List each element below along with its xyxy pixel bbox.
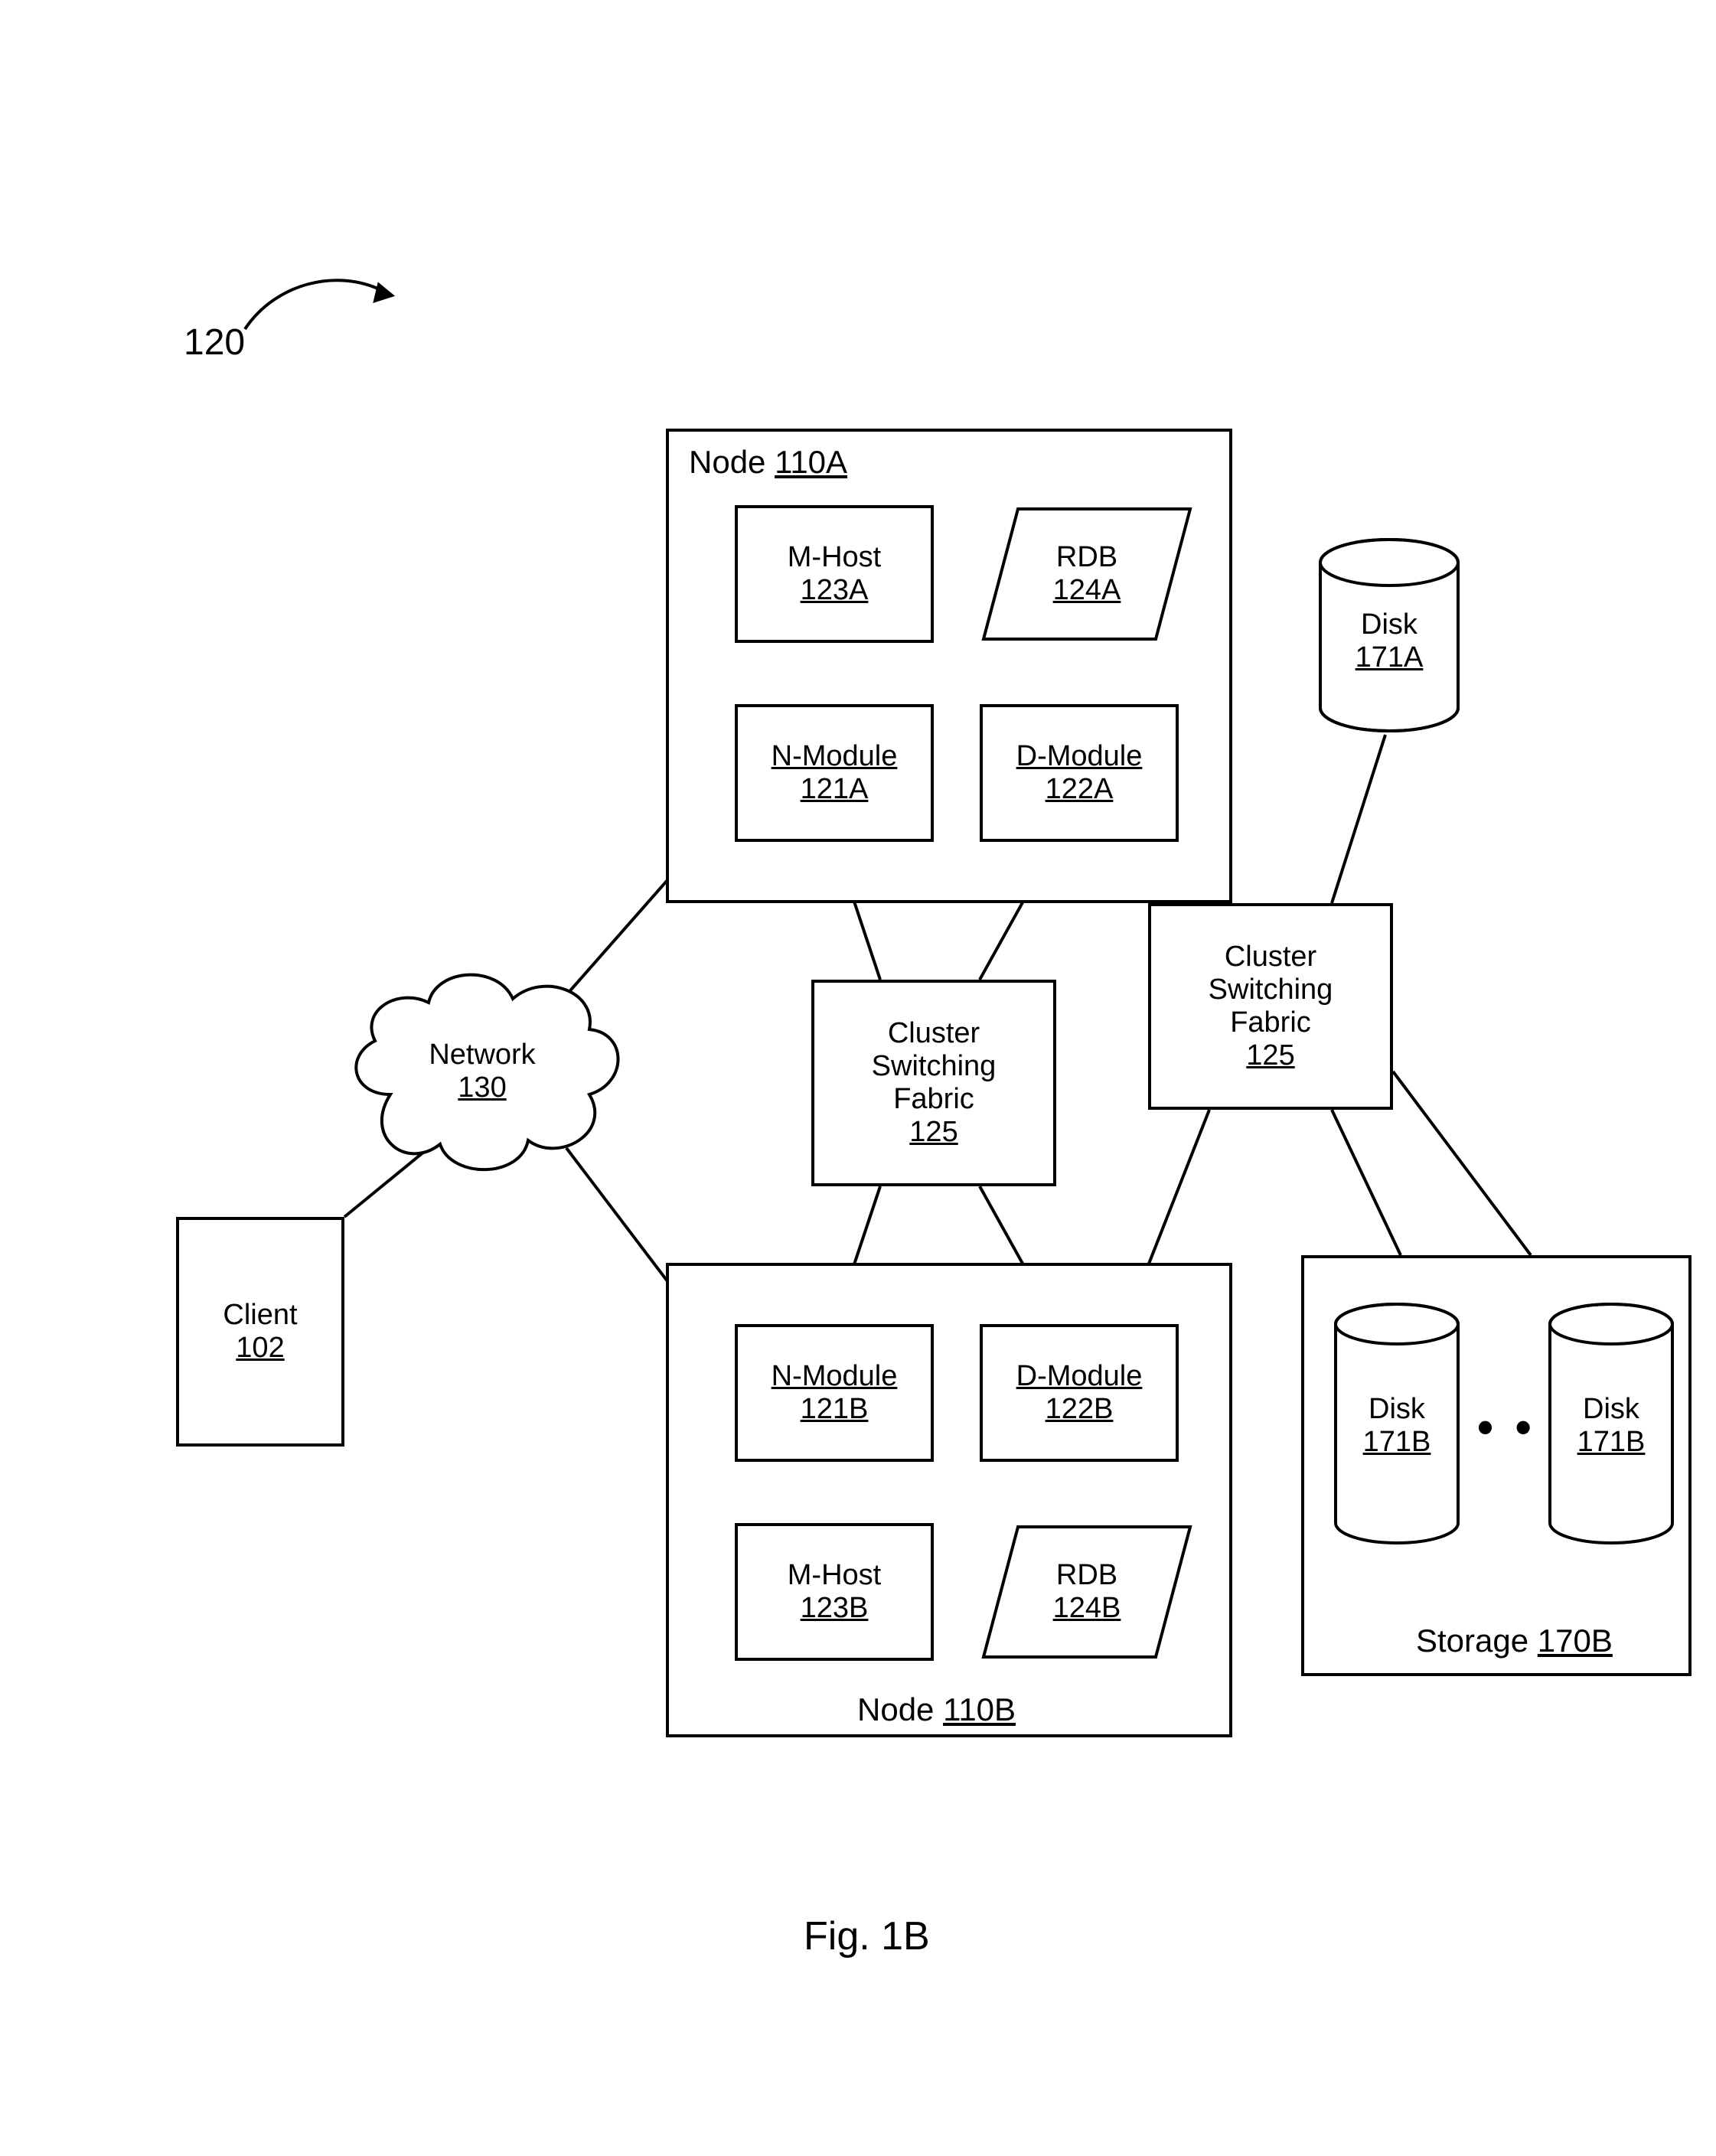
node-a-mhost: M-Host 123A — [735, 505, 934, 643]
figure-number-label: 120 — [184, 321, 245, 364]
node-a-rdb: RDB 124A — [980, 505, 1194, 643]
network-cloud: Network 130 — [321, 941, 643, 1202]
node-b-label: Node 110B — [857, 1691, 1016, 1728]
node-b-mhost: M-Host 123B — [735, 1523, 934, 1661]
storage-b-disk-1: Disk 171B — [1332, 1301, 1462, 1546]
network-num: 130 — [458, 1071, 506, 1104]
diagram-canvas: 120 Client 102 Network 130 Node 110A M-H… — [0, 0, 1716, 2156]
node-b-dmodule: D-Module 122B — [980, 1324, 1179, 1462]
storage-b-disk-2: Disk 171B — [1546, 1301, 1676, 1546]
csf-right: Cluster Switching Fabric 125 — [1148, 903, 1393, 1110]
node-a-nmodule: N-Module 121A — [735, 704, 934, 842]
node-a-label: Node 110A — [689, 444, 847, 481]
network-name: Network — [429, 1039, 535, 1071]
client-name: Client — [223, 1299, 297, 1331]
figure-caption: Fig. 1B — [804, 1913, 930, 1959]
disk-a: Disk 171A — [1316, 536, 1462, 735]
client-num: 102 — [236, 1332, 284, 1364]
node-b-rdb: RDB 124B — [980, 1523, 1194, 1661]
storage-b-label: Storage 170B — [1416, 1623, 1613, 1659]
node-a-dmodule: D-Module 122A — [980, 704, 1179, 842]
client-box: Client 102 — [176, 1217, 344, 1447]
csf-left: Cluster Switching Fabric 125 — [811, 980, 1056, 1186]
node-b-nmodule: N-Module 121B — [735, 1324, 934, 1462]
